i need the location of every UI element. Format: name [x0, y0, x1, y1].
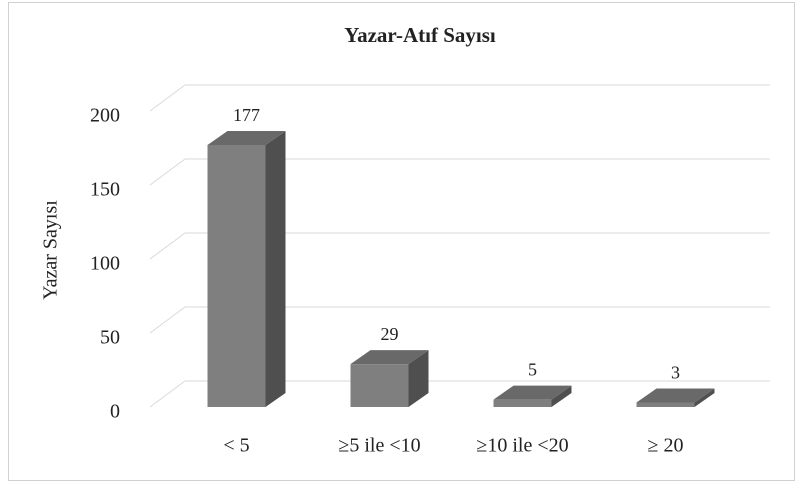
y-tick-label: 100: [90, 253, 120, 275]
bar-front: [207, 145, 266, 408]
y-tick-label: 150: [90, 179, 120, 201]
bar: [207, 131, 286, 408]
chart-title: Yazar-Atıf Sayısı: [344, 23, 496, 47]
bar-front: [636, 402, 695, 407]
grid-line: [149, 380, 770, 408]
y-tick-label: 50: [100, 327, 120, 349]
grid-line: [149, 306, 770, 334]
bar-front: [350, 364, 409, 407]
bar-top: [636, 388, 715, 403]
y-tick-label: 0: [110, 401, 120, 423]
bar-front: [493, 399, 552, 407]
bar: [493, 385, 572, 407]
bar-side: [694, 388, 715, 407]
bar: [636, 388, 715, 407]
y-axis-label: Yazar Sayısı: [40, 200, 62, 300]
x-tick-label: ≥5 ile <10: [338, 435, 420, 457]
bar-top: [493, 385, 572, 400]
value-label: 177: [233, 105, 260, 125]
grid-line: [149, 232, 770, 260]
bar: [350, 350, 429, 407]
grid-line: [149, 158, 770, 186]
x-tick-label: < 5: [223, 435, 249, 457]
x-tick-label: ≥10 ile <20: [476, 435, 568, 457]
y-tick-label: 200: [90, 105, 120, 127]
x-tick-label: ≥ 20: [648, 435, 684, 457]
chart-border: [8, 2, 795, 481]
value-label: 29: [381, 324, 399, 344]
bar-side: [551, 385, 572, 407]
bar-top: [207, 131, 286, 146]
bar-side: [408, 350, 429, 407]
value-label: 5: [528, 360, 537, 380]
bar-top: [350, 350, 429, 365]
grid-line: [149, 84, 770, 112]
bar-side: [265, 131, 286, 408]
value-label: 3: [671, 363, 680, 383]
